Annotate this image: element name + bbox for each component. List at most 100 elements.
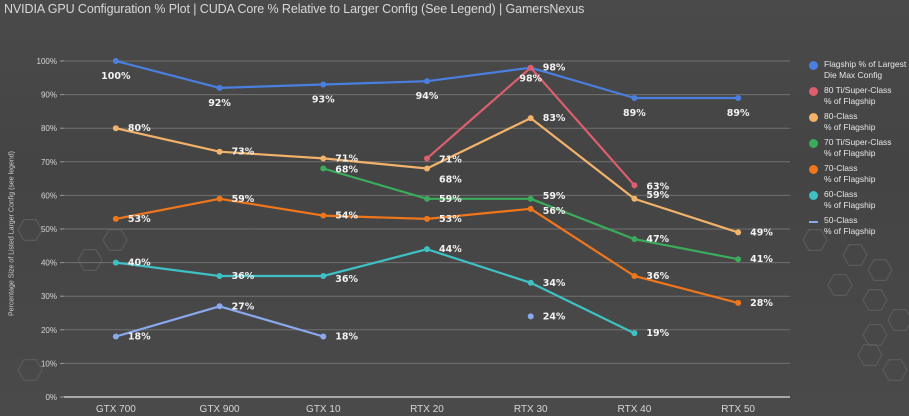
y-axis-ticks: 0% 10% 20% 30% 40% 50% 60% 70% 80% 90% 100%	[37, 57, 57, 402]
data-label: 83%	[543, 113, 566, 124]
data-point	[320, 333, 327, 340]
data-point	[424, 215, 430, 222]
legend-dot-marker-icon	[809, 139, 818, 148]
y-tick-label: 60%	[41, 191, 57, 200]
hexagon-decoration	[882, 359, 908, 381]
data-label: 40%	[128, 258, 151, 269]
x-tick-label: RTX 50	[721, 404, 755, 415]
data-point	[424, 155, 430, 162]
data-label: 36%	[335, 274, 358, 285]
data-point	[527, 279, 534, 286]
data-label: 56%	[543, 206, 566, 217]
data-label: 53%	[128, 214, 151, 225]
y-tick-label: 50%	[41, 225, 57, 234]
legend-label: 60-Class % of Flagship	[824, 189, 876, 210]
hexagon-decoration	[862, 324, 888, 346]
data-point	[320, 81, 327, 88]
data-point	[735, 229, 742, 236]
data-point	[424, 246, 430, 253]
data-point	[112, 125, 119, 132]
data-label: 47%	[646, 234, 669, 245]
hexagon-decoration	[77, 249, 103, 271]
data-label: 59%	[232, 194, 255, 205]
data-point	[216, 148, 223, 155]
data-point	[631, 195, 638, 202]
data-label: 59%	[439, 194, 462, 205]
series-line-3	[322, 167, 739, 261]
data-label: 34%	[543, 278, 566, 289]
legend-item: 70-Class % of Flagship	[809, 163, 909, 189]
data-point	[527, 205, 534, 212]
x-tick-label: GTX 900	[200, 404, 240, 415]
legend-label: Flagship % of Largest Die Max Config	[824, 59, 907, 80]
data-label: 68%	[439, 175, 462, 186]
series-line-1	[426, 66, 636, 187]
background-hexagon-pattern	[17, 219, 909, 381]
series-line-2	[115, 116, 739, 234]
data-point	[735, 94, 742, 101]
legend-label: 80-Class % of Flagship	[824, 111, 876, 132]
y-tick-label: 70%	[41, 158, 57, 167]
data-point	[424, 165, 430, 172]
legend-item: 70 Ti/Super-Class % of Flagship	[809, 137, 909, 163]
data-label: 89%	[623, 108, 646, 119]
data-label: 89%	[727, 108, 750, 119]
data-label: 36%	[232, 271, 255, 282]
hexagon-decoration	[862, 289, 888, 311]
data-point	[112, 215, 119, 222]
data-label: 54%	[335, 211, 358, 222]
y-tick-label: 100%	[37, 57, 57, 66]
legend-item: 80 Ti/Super-Class % of Flagship	[809, 85, 909, 111]
data-point	[112, 333, 119, 340]
data-label: 18%	[335, 332, 358, 343]
data-label: 59%	[646, 190, 669, 201]
data-labels: 100% 92% 93% 94% 98% 89% 89% 71% 98% 63% 80% 73% 71%…	[101, 63, 773, 343]
legend-line-marker-icon	[809, 221, 818, 223]
data-label: 94%	[416, 91, 439, 102]
y-tick-label: 90%	[41, 91, 57, 100]
data-point	[216, 303, 223, 310]
data-point	[527, 64, 534, 71]
legend-dot-marker-icon	[809, 87, 818, 96]
legend: Flagship % of Largest Die Max Config 80 T…	[809, 59, 909, 241]
data-point	[216, 195, 223, 202]
legend-item: 50-Class % of Flagship	[809, 215, 909, 241]
data-point	[112, 259, 119, 266]
y-tick-label: 10%	[41, 359, 57, 368]
legend-item: Flagship % of Largest Die Max Config	[809, 59, 909, 85]
y-tick-label: 80%	[41, 124, 57, 133]
y-tick-label: 40%	[41, 259, 57, 268]
data-point	[527, 195, 534, 202]
y-tick-label: 30%	[41, 292, 57, 301]
x-tick-label: RTX 40	[618, 404, 652, 415]
data-label: 49%	[750, 227, 773, 238]
data-label: 24%	[543, 311, 566, 322]
hexagon-decoration	[867, 259, 893, 281]
data-label: 98%	[519, 74, 542, 85]
hexagon-decoration	[102, 229, 128, 251]
x-tick-label: RTX 30	[514, 404, 548, 415]
legend-item: 80-Class % of Flagship	[809, 111, 909, 137]
legend-label: 70 Ti/Super-Class % of Flagship	[824, 137, 892, 158]
y-tick-label: 20%	[41, 326, 57, 335]
data-label: 53%	[439, 214, 462, 225]
data-point	[216, 273, 223, 280]
hexagon-decoration	[857, 344, 883, 366]
data-label: 27%	[232, 301, 255, 312]
legend-label: 70-Class % of Flagship	[824, 163, 876, 184]
hexagon-decoration	[17, 219, 43, 241]
data-label: 19%	[646, 328, 669, 339]
data-label: 41%	[750, 254, 773, 265]
data-point	[631, 94, 638, 101]
data-point	[320, 273, 327, 280]
data-point	[527, 115, 534, 122]
gridlines	[60, 60, 790, 398]
hexagon-decoration	[802, 229, 828, 251]
data-point	[320, 165, 327, 172]
data-point	[631, 236, 638, 243]
data-label: 59%	[543, 191, 566, 202]
data-point	[320, 212, 327, 219]
data-label: 71%	[439, 154, 462, 165]
y-tick-label: 0%	[45, 393, 57, 402]
